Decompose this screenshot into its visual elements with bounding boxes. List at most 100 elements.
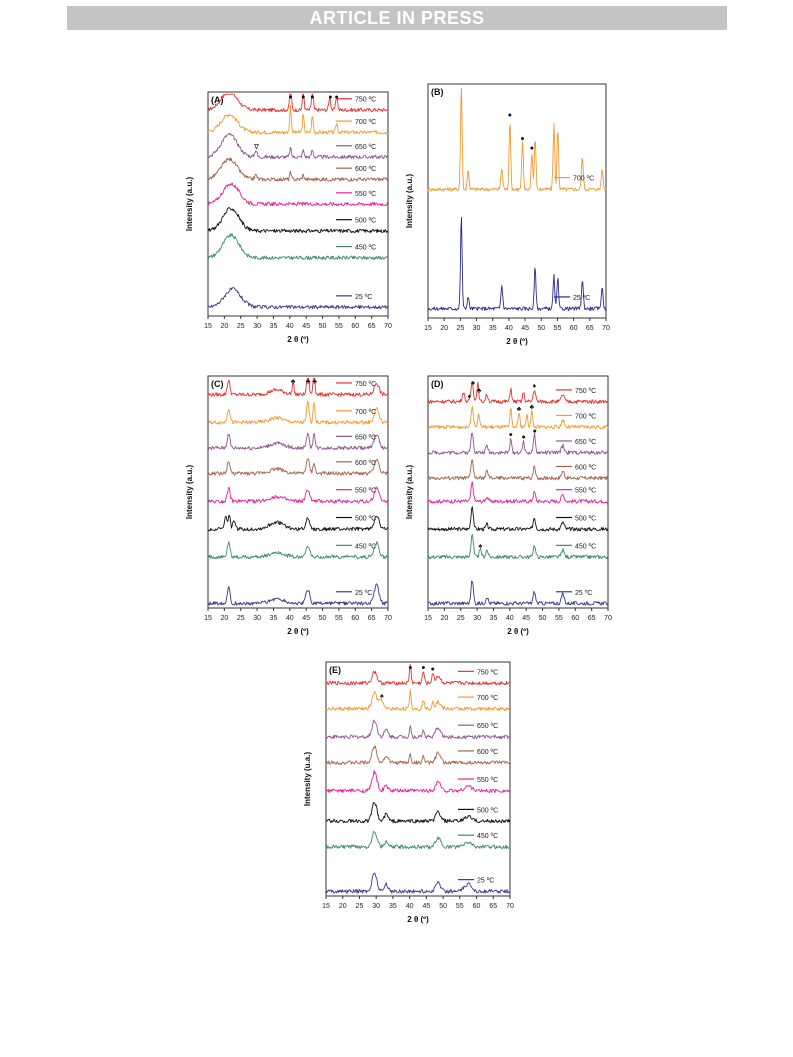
series-line xyxy=(207,132,389,160)
series-line xyxy=(325,872,511,894)
series-line xyxy=(427,533,609,560)
series-path xyxy=(207,541,389,560)
series-line xyxy=(207,458,389,476)
figure-panel-d: 15 20 25 30 35 40 45 50 55 60 65 70 2 θ (º) Intensity… xyxy=(405,375,612,636)
x-tick-label: 35 xyxy=(490,615,498,622)
legend-label: 25 ºC xyxy=(355,294,372,301)
legend-label: 700 ºC xyxy=(355,119,376,126)
plot-frame xyxy=(207,375,389,609)
legend-label: 25 ºC xyxy=(573,295,590,302)
legend-label: 700 ºC xyxy=(477,695,498,702)
x-tick-label: 40 xyxy=(406,903,414,910)
x-tick-label: 55 xyxy=(335,323,343,330)
plot-frame xyxy=(427,83,607,319)
x-tick-label: 30 xyxy=(372,903,380,910)
series-path xyxy=(325,689,511,712)
legend-label: 650 ºC xyxy=(355,434,376,441)
peak-marker: ● xyxy=(521,434,525,441)
peak-marker: ♦ xyxy=(533,383,537,390)
y-axis-label: Intensity (a.u.) xyxy=(405,174,414,229)
x-tick-label: 50 xyxy=(539,615,547,622)
figure-panel-a: 15 20 25 30 35 40 45 50 55 60 65 70 2 θ (º) Intensity… xyxy=(185,91,392,344)
series-line xyxy=(427,506,609,532)
series-line xyxy=(427,432,609,455)
peak-marker: ∇ xyxy=(253,143,259,151)
series-line xyxy=(325,770,511,794)
x-tick-label: 60 xyxy=(473,903,481,910)
series-line xyxy=(325,663,511,686)
peak-marker: ● xyxy=(520,136,524,143)
series-line xyxy=(207,157,389,182)
panel-label: (A) xyxy=(211,95,224,105)
legend-label: 600 ºC xyxy=(355,460,376,467)
series-line xyxy=(207,432,389,451)
plot-frame xyxy=(325,661,511,897)
legend-label: 25 ºC xyxy=(575,590,592,597)
series-path xyxy=(427,580,609,606)
series-line xyxy=(207,583,389,606)
legend-label: 500 ºC xyxy=(575,516,596,523)
x-tick-label: 25 xyxy=(356,903,364,910)
legend-label: 550 ºC xyxy=(355,488,376,495)
series-path xyxy=(325,719,511,740)
panel-label: (D) xyxy=(431,379,444,389)
panel-label: (B) xyxy=(431,87,444,97)
peak-marker: ● xyxy=(530,145,534,152)
peak-marker: ● xyxy=(421,664,425,671)
series-line xyxy=(325,689,511,712)
legend-label: 750 ºC xyxy=(355,97,376,104)
figure-panel-b: 15 20 25 30 35 40 45 50 55 60 65 70 2 θ (º) Intensity… xyxy=(405,83,610,346)
series-line xyxy=(207,287,389,310)
x-axis-label: 2 θ (º) xyxy=(287,335,309,344)
x-tick-label: 70 xyxy=(384,323,392,330)
peak-marker: ● xyxy=(288,94,292,101)
x-tick-label: 15 xyxy=(322,903,330,910)
legend-label: 650 ºC xyxy=(355,144,376,151)
x-tick-label: 30 xyxy=(253,615,261,622)
x-tick-label: 20 xyxy=(220,615,228,622)
peak-marker: ♣ xyxy=(517,406,522,413)
series-path xyxy=(325,745,511,765)
legend-label: 500 ºC xyxy=(355,218,376,225)
x-tick-label: 60 xyxy=(351,615,359,622)
series-line xyxy=(427,459,609,481)
figure-panel-c: 15 20 25 30 35 40 45 50 55 60 65 70 2 θ (º) Intensity… xyxy=(185,375,392,636)
banner-text: ARTICLE IN PRESS xyxy=(309,7,485,28)
series-line xyxy=(427,580,609,606)
x-tick-label: 65 xyxy=(586,325,594,332)
x-tick-label: 20 xyxy=(220,323,228,330)
series-path xyxy=(427,506,609,532)
series-path xyxy=(207,157,389,182)
series-line xyxy=(207,377,389,397)
series-path xyxy=(325,802,511,824)
series-path xyxy=(427,432,609,455)
legend-label: 650 ºC xyxy=(477,723,498,730)
series-path xyxy=(207,400,389,425)
series-path xyxy=(325,872,511,894)
x-tick-label: 55 xyxy=(335,615,343,622)
x-tick-label: 15 xyxy=(424,325,432,332)
peak-marker: ● xyxy=(431,666,435,673)
legend-label: 600 ºC xyxy=(355,166,376,173)
x-tick-label: 70 xyxy=(506,903,514,910)
series-path xyxy=(207,182,389,207)
series-path xyxy=(325,770,511,794)
x-tick-label: 30 xyxy=(473,325,481,332)
x-tick-label: 20 xyxy=(339,903,347,910)
series-path xyxy=(207,458,389,476)
series-line xyxy=(427,481,609,504)
peak-marker: ● xyxy=(533,428,537,435)
series-path xyxy=(207,432,389,451)
peak-marker: ● xyxy=(509,432,513,439)
legend-label: 450 ºC xyxy=(355,245,376,252)
peak-marker: ● xyxy=(335,94,339,101)
x-tick-label: 70 xyxy=(604,615,612,622)
x-tick-label: 65 xyxy=(588,615,596,622)
peak-marker: ● xyxy=(301,94,305,101)
x-tick-label: 40 xyxy=(506,615,514,622)
x-tick-label: 20 xyxy=(440,325,448,332)
peak-marker: ♠ xyxy=(479,543,483,550)
x-tick-label: 60 xyxy=(571,615,579,622)
series-path xyxy=(325,830,511,850)
peak-marker: ♠ xyxy=(471,380,475,387)
